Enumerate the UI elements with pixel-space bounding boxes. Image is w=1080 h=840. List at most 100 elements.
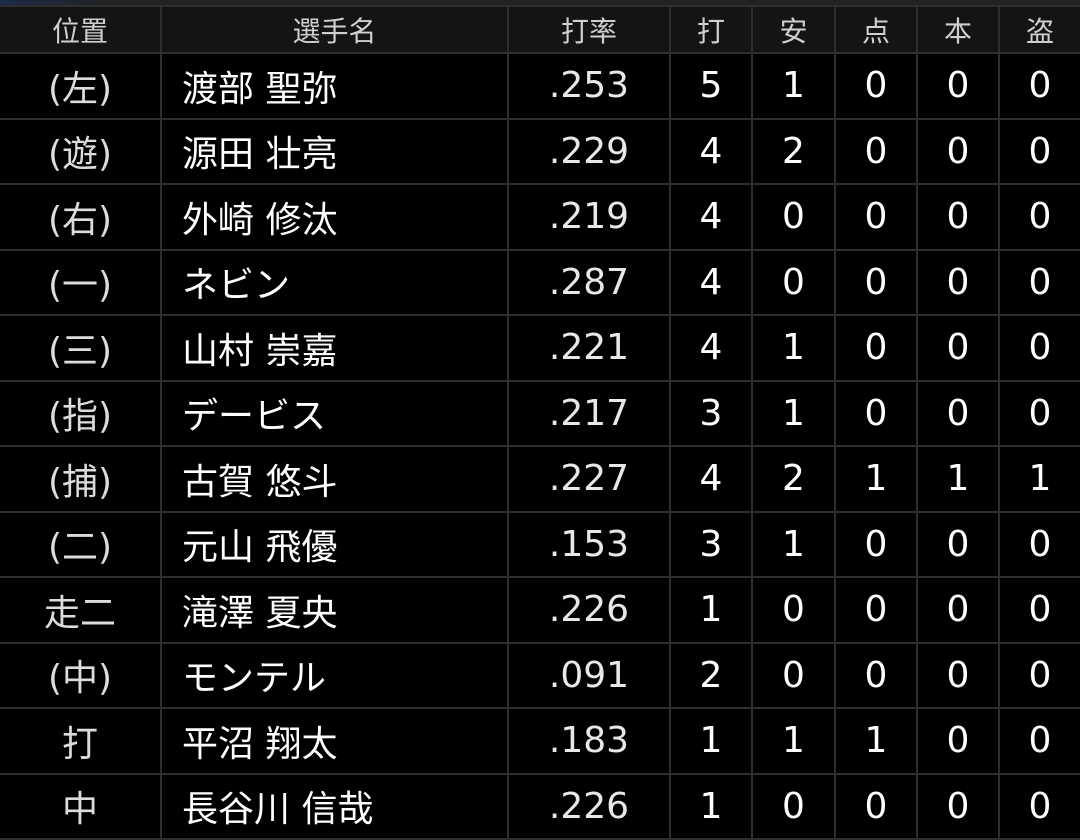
cell-rbi: 1 (834, 707, 918, 775)
table-row[interactable]: (遊) 源田 壮亮 .229 4 2 0 0 0 (0, 117, 1080, 185)
cell-stolen-bases: 0 (998, 772, 1080, 840)
header-player-name: 選手名 (160, 5, 509, 54)
cell-at-bats: 4 (669, 314, 753, 382)
cell-hits: 2 (751, 117, 836, 185)
cell-stolen-bases: 0 (998, 641, 1080, 709)
cell-stolen-bases: 0 (998, 248, 1080, 316)
header-stolen-bases: 盗 (998, 5, 1080, 54)
cell-player-name: 源田 壮亮 (160, 117, 509, 185)
table-row[interactable]: (左) 渡部 聖弥 .253 5 1 0 0 0 (0, 52, 1080, 120)
cell-player-name: ネビン (160, 248, 509, 316)
cell-stolen-bases: 0 (998, 117, 1080, 185)
cell-player-name: 外崎 修汰 (160, 183, 509, 251)
table-row[interactable]: (右) 外崎 修汰 .219 4 0 0 0 0 (0, 183, 1080, 251)
cell-at-bats: 1 (669, 707, 753, 775)
cell-at-bats: 5 (669, 52, 753, 120)
cell-player-name: 渡部 聖弥 (160, 52, 509, 120)
cell-stolen-bases: 0 (998, 52, 1080, 120)
cell-hits: 1 (751, 379, 836, 447)
cell-player-name: 山村 崇嘉 (160, 314, 509, 382)
cell-hits: 0 (751, 183, 836, 251)
cell-batting-average: .153 (507, 510, 671, 578)
cell-at-bats: 1 (669, 576, 753, 644)
cell-batting-average: .221 (507, 314, 671, 382)
cell-at-bats: 4 (669, 183, 753, 251)
cell-batting-average: .287 (507, 248, 671, 316)
cell-stolen-bases: 0 (998, 707, 1080, 775)
cell-player-name: 長谷川 信哉 (160, 772, 509, 840)
cell-stolen-bases: 0 (998, 576, 1080, 644)
table-row[interactable]: (三) 山村 崇嘉 .221 4 1 0 0 0 (0, 314, 1080, 382)
table-row[interactable]: 中長谷川 信哉 .226 1 0 0 0 0 (0, 772, 1080, 840)
cell-at-bats: 4 (669, 248, 753, 316)
header-home-runs: 本 (916, 5, 1000, 54)
table-row[interactable]: 走二 滝澤 夏央 .226 1 0 0 0 0 (0, 576, 1080, 644)
cell-rbi: 0 (834, 772, 918, 840)
cell-rbi: 0 (834, 379, 918, 447)
table-row[interactable]: (一) ネビン .287 4 0 0 0 0 (0, 248, 1080, 316)
cell-position: (三) (0, 314, 162, 382)
cell-at-bats: 1 (669, 772, 753, 840)
cell-player-name: 平沼 翔太 (160, 707, 509, 775)
header-rbi: 点 (834, 5, 918, 54)
cell-batting-average: .227 (507, 445, 671, 513)
header-at-bats: 打 (669, 5, 753, 54)
cell-rbi: 0 (834, 52, 918, 120)
cell-position: (指) (0, 379, 162, 447)
cell-position: (一) (0, 248, 162, 316)
cell-hits: 0 (751, 248, 836, 316)
cell-at-bats: 4 (669, 117, 753, 185)
header-position: 位置 (0, 5, 162, 54)
cell-at-bats: 3 (669, 379, 753, 447)
cell-stolen-bases: 0 (998, 510, 1080, 578)
cell-batting-average: .226 (507, 576, 671, 644)
table-row[interactable]: 打平沼 翔太 .183 1 1 1 0 0 (0, 707, 1080, 775)
cell-stolen-bases: 0 (998, 314, 1080, 382)
table-row[interactable]: (中) モンテル .091 2 0 0 0 0 (0, 641, 1080, 709)
cell-home-runs: 0 (916, 314, 1000, 382)
cell-batting-average: .229 (507, 117, 671, 185)
top-bar (0, 0, 1080, 5)
cell-position: (左) (0, 52, 162, 120)
cell-batting-average: .253 (507, 52, 671, 120)
cell-home-runs: 0 (916, 510, 1000, 578)
cell-stolen-bases: 0 (998, 183, 1080, 251)
cell-home-runs: 0 (916, 117, 1000, 185)
cell-player-name: デービス (160, 379, 509, 447)
cell-home-runs: 0 (916, 576, 1000, 644)
cell-position: (右) (0, 183, 162, 251)
cell-rbi: 0 (834, 117, 918, 185)
cell-rbi: 0 (834, 314, 918, 382)
cell-rbi: 0 (834, 641, 918, 709)
cell-home-runs: 0 (916, 641, 1000, 709)
cell-position: 走二 (0, 576, 162, 644)
cell-player-name: 元山 飛優 (160, 510, 509, 578)
cell-stolen-bases: 1 (998, 445, 1080, 513)
cell-at-bats: 4 (669, 445, 753, 513)
cell-batting-average: .226 (507, 772, 671, 840)
cell-rbi: 0 (834, 248, 918, 316)
cell-player-name: 古賀 悠斗 (160, 445, 509, 513)
cell-home-runs: 0 (916, 772, 1000, 840)
cell-hits: 1 (751, 510, 836, 578)
cell-position: (中) (0, 641, 162, 709)
cell-rbi: 0 (834, 183, 918, 251)
header-batting-average: 打率 (507, 5, 671, 54)
cell-hits: 2 (751, 445, 836, 513)
table-row[interactable]: (二) 元山 飛優 .153 3 1 0 0 0 (0, 510, 1080, 578)
cell-at-bats: 2 (669, 641, 753, 709)
cell-rbi: 0 (834, 510, 918, 578)
batting-stats-table: 位置 選手名 打率打安点本盗 (左) 渡部 聖弥 .253 5 1 0 0 0 (遊) 源田 壮亮 .2… (0, 5, 1080, 840)
cell-home-runs: 0 (916, 183, 1000, 251)
table-row[interactable]: (指) デービス .217 3 1 0 0 0 (0, 379, 1080, 447)
cell-position: (二) (0, 510, 162, 578)
cell-position: 打 (0, 707, 162, 775)
cell-position: (遊) (0, 117, 162, 185)
cell-hits: 0 (751, 772, 836, 840)
cell-batting-average: .183 (507, 707, 671, 775)
table-row[interactable]: (捕) 古賀 悠斗 .227 4 2 1 1 1 (0, 445, 1080, 513)
cell-player-name: モンテル (160, 641, 509, 709)
cell-hits: 1 (751, 707, 836, 775)
cell-rbi: 1 (834, 445, 918, 513)
cell-at-bats: 3 (669, 510, 753, 578)
